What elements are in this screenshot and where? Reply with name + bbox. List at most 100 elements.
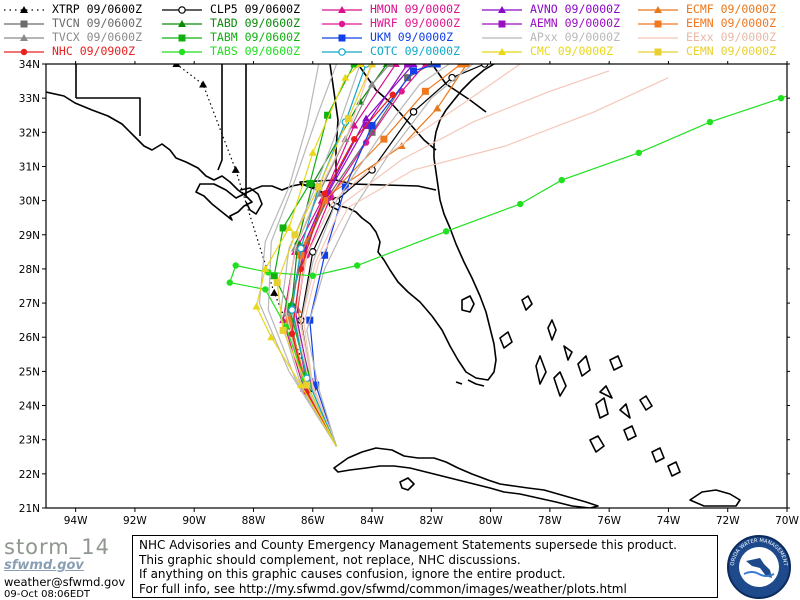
lon-tick-label: 74W xyxy=(657,515,681,527)
track-point xyxy=(344,115,352,123)
legend-entry: TVCN 09/0600Z xyxy=(2,16,142,30)
legend-swatch xyxy=(162,5,202,14)
track-point xyxy=(308,248,317,256)
track-point xyxy=(226,279,233,286)
track-apxx xyxy=(258,64,338,447)
track-point xyxy=(635,149,642,156)
track-line xyxy=(229,95,787,447)
track-line xyxy=(294,64,521,447)
track-point xyxy=(270,288,279,296)
track-line xyxy=(309,64,438,447)
legend-label: TABD 09/0600Z xyxy=(210,16,301,30)
legend-swatch xyxy=(322,34,362,41)
track-point xyxy=(404,64,412,68)
legend-swatch xyxy=(638,36,678,39)
legend-swatch xyxy=(4,33,44,41)
track-point xyxy=(324,111,332,119)
legend-swatch xyxy=(638,48,678,55)
legend-entry: CEMN 09/0000Z xyxy=(636,44,776,58)
track-point xyxy=(356,64,365,67)
track-point xyxy=(398,88,405,95)
track-eexx xyxy=(303,77,669,447)
legend-label: EExx 09/0000Z xyxy=(686,30,777,44)
lat-tick-label: 31N xyxy=(19,161,40,173)
track-point xyxy=(350,64,358,68)
coastline xyxy=(46,64,741,508)
legend-label: AVNO 09/0000Z xyxy=(530,2,621,16)
legend-label: TVCX 09/0600Z xyxy=(52,30,143,44)
lon-tick-label: 92W xyxy=(123,515,147,527)
legend-label: CEMN 09/0000Z xyxy=(686,44,777,58)
lon-tick-label: 84W xyxy=(360,515,384,527)
disclaimer-line[interactable]: For full info, see http://my.sfwmd.gov/s… xyxy=(139,581,627,596)
track-point xyxy=(421,87,429,95)
track-point xyxy=(433,104,442,112)
model-tracks xyxy=(172,64,787,447)
legend-swatch xyxy=(4,5,44,13)
lat-tick-label: 27N xyxy=(19,298,40,310)
track-point xyxy=(321,190,328,197)
track-point xyxy=(279,224,287,232)
track-point xyxy=(457,64,465,68)
lat-tick-label: 22N xyxy=(19,469,40,481)
legend-entry: AEMN 09/0000Z xyxy=(480,16,620,30)
lat-tick-label: 25N xyxy=(19,366,40,378)
lon-tick-label: 94W xyxy=(64,515,88,527)
sfwmd-logo[interactable]: sfwmd.gov xyxy=(4,558,84,573)
disclaimer-line: NHC Advisories and County Emergency Mana… xyxy=(139,538,677,552)
track-point xyxy=(199,80,208,88)
track-line xyxy=(303,77,669,447)
track-point xyxy=(351,135,358,143)
track-point xyxy=(172,64,181,67)
lon-tick-label: 70W xyxy=(775,515,799,527)
legend-entry: TVCX 09/0600Z xyxy=(2,30,142,44)
lat-tick-label: 28N xyxy=(19,264,40,276)
lat-tick-label: 33N xyxy=(19,93,40,105)
track-point xyxy=(297,265,305,273)
track-line xyxy=(176,64,338,447)
track-point xyxy=(706,118,714,126)
legend-label: COTC 09/0000Z xyxy=(370,44,461,58)
legend-label: TABM 09/0600Z xyxy=(210,30,301,44)
legend-label: EEMN 09/0000Z xyxy=(686,16,777,30)
track-point xyxy=(303,381,311,389)
legend-swatch xyxy=(638,5,678,13)
track-point xyxy=(362,64,370,68)
lat-tick-label: 24N xyxy=(19,401,40,413)
contact-email[interactable]: weather@sfwmd.gov xyxy=(4,575,126,589)
legend-entry: APxx 09/0000Z xyxy=(480,30,620,44)
track-point xyxy=(285,223,294,231)
track-point xyxy=(409,64,418,67)
track-line xyxy=(306,64,474,447)
track-point xyxy=(252,302,261,310)
track-point xyxy=(368,64,376,68)
track-point xyxy=(409,108,418,116)
track-map: 94W 92W 90W 88W 86W 84W 82W 80W 78W 76W 74W 72W 70W … xyxy=(19,59,800,527)
track-point xyxy=(267,333,276,341)
track-point xyxy=(297,244,305,253)
track-point xyxy=(341,73,350,81)
legend-entry: TABM 09/0600Z xyxy=(160,30,300,44)
track-point xyxy=(517,200,524,208)
legend-entry: HMON 09/0000Z xyxy=(320,2,460,16)
legend-swatch xyxy=(162,48,202,55)
track-point xyxy=(385,64,394,67)
track-point xyxy=(558,176,565,184)
track-point xyxy=(288,306,296,314)
track-point xyxy=(777,94,785,102)
track-line xyxy=(258,64,338,447)
lon-tick-label: 86W xyxy=(301,515,325,527)
lat-tick-label: 26N xyxy=(19,332,40,344)
track-point xyxy=(297,251,305,259)
track-point xyxy=(285,302,293,310)
track-point xyxy=(308,148,317,156)
track-point xyxy=(232,262,239,269)
track-point xyxy=(410,67,418,75)
legend-label: NHC 09/0900Z xyxy=(52,44,136,58)
legend-label: UKM 09/0000Z xyxy=(370,30,454,44)
lat-tick-label: 21N xyxy=(19,503,40,515)
legend-entry: COTC 09/0000Z xyxy=(320,44,460,58)
lon-tick-label: 76W xyxy=(597,515,621,527)
longitude-axis: 94W 92W 90W 88W 86W 84W 82W 80W 78W 76W 74W 72W 70W xyxy=(64,61,799,527)
